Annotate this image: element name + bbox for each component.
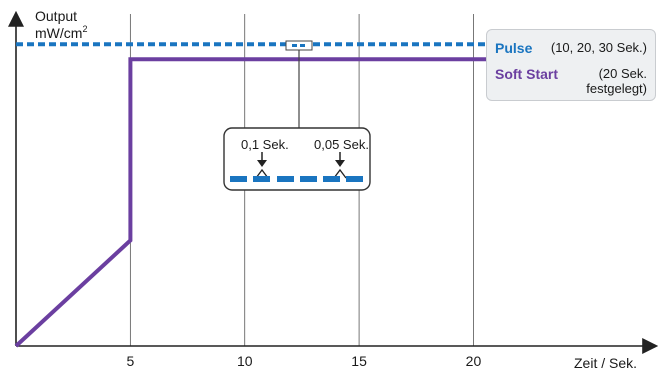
pulse-zoom-marker	[285, 40, 313, 51]
x-tick-label-15: 15	[351, 353, 367, 369]
callout-label-left: 0,1 Sek.	[241, 137, 289, 152]
pulse-segment	[346, 176, 363, 182]
arrow-left-head-icon	[257, 160, 267, 167]
ramp-right-icon	[333, 168, 347, 179]
x-tick-label-5: 5	[126, 353, 134, 369]
legend-pulse-name: Pulse	[495, 40, 533, 56]
legend-soft-name: Soft Start	[495, 66, 558, 82]
legend-pulse-detail: (10, 20, 30 Sek.)	[550, 40, 647, 55]
legend-soft-detail-2: festgelegt)	[586, 81, 647, 96]
callout-label-right: 0,05 Sek.	[314, 137, 369, 152]
x-tick-label-20: 20	[466, 353, 482, 369]
pulse-segment	[323, 176, 340, 182]
legend-soft-detail-1: (20 Sek.	[598, 66, 647, 81]
x-tick-labels: 5 10 15 20	[126, 353, 481, 369]
pulse-zoom-marker-dot	[292, 44, 297, 47]
x-tick-label-10: 10	[237, 353, 253, 369]
x-axis-label: Zeit / Sek.	[574, 355, 637, 371]
pulse-segment	[253, 176, 270, 182]
pulse-detail-callout: 0,1 Sek. 0,05 Sek.	[223, 127, 371, 191]
legend: Pulse (10, 20, 30 Sek.) Soft Start (20 S…	[486, 29, 656, 101]
arrow-right-head-icon	[335, 160, 345, 167]
pulse-segment	[277, 176, 294, 182]
pulse-segment	[300, 176, 317, 182]
series-line-soft-start	[14, 57, 645, 348]
y-axis-label-line2: mW/cm2	[35, 24, 87, 41]
y-axis-label-line1: Output	[35, 8, 77, 24]
pulse-segment	[230, 176, 247, 182]
callout-box	[223, 127, 371, 191]
ramp-left-icon	[255, 168, 269, 179]
pulse-zoom-marker-dot	[300, 44, 305, 47]
